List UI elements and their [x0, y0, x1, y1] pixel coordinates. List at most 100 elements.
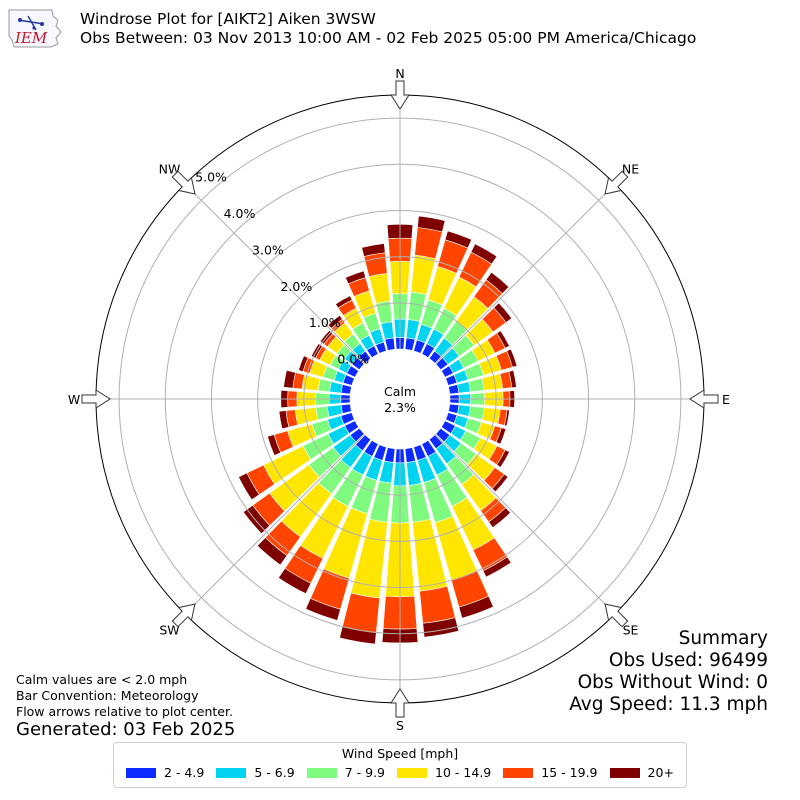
summary-panel: Summary Obs Used: 96499 Obs Without Wind… [569, 628, 768, 716]
flow-arrow-ne [604, 170, 629, 195]
legend-label: 7 - 9.9 [344, 765, 385, 780]
radial-tick-label-5: 5.0% [195, 170, 227, 185]
bar-80-bin-1 [457, 381, 471, 394]
legend-label: 5 - 6.9 [254, 765, 295, 780]
compass-label-w: W [68, 392, 80, 407]
radial-tick-label-4: 4.0% [224, 206, 256, 221]
legend-items: 2 - 4.9 5 - 6.9 7 - 9.9 10 - 14.9 15 - 19.9 2… [114, 761, 686, 780]
bar-40-bin-5 [485, 271, 510, 295]
summary-heading: Summary [678, 628, 768, 649]
bar-80-bin-0 [448, 384, 460, 395]
bar-220-bin-5 [256, 537, 288, 566]
radial-tick-label-1: 1.0% [309, 315, 341, 330]
radial-tick-label-2: 2.0% [280, 279, 312, 294]
title-line-station: Windrose Plot for [AIKT2] Aiken 3WSW [80, 10, 376, 28]
legend-swatch [216, 767, 247, 778]
compass-label-s: S [396, 718, 404, 733]
bar-290-bin-5 [298, 355, 309, 372]
compass-label-n: N [395, 66, 404, 81]
bar-140-bin-5 [488, 507, 511, 528]
bar-250-bin-5 [267, 434, 282, 456]
bar-60-bin-5 [496, 330, 510, 349]
bar-100-bin-0 [448, 403, 460, 414]
compass-label-ne: NE [622, 161, 639, 176]
compass-label-se: SE [623, 623, 639, 638]
bar-150-bin-5 [482, 556, 512, 578]
legend-swatch [503, 767, 534, 778]
bar-10-bin-5 [417, 215, 446, 233]
bar-340-bin-5 [345, 270, 367, 285]
grid-spoke-45 [435, 183, 616, 364]
summary-obs-without-wind: Obs Without Wind: 0 [577, 672, 768, 693]
radial-tick-label-0: 0.0% [337, 352, 369, 367]
legend-label: 15 - 19.9 [541, 765, 598, 780]
radial-tick-label-3: 3.0% [252, 242, 284, 257]
bar-280-bin-5 [283, 369, 296, 389]
flow-arrow-s [390, 688, 410, 718]
compass-label-nw: NW [159, 161, 181, 176]
radial-tick-labels: 0.0% 1.0% 2.0% 3.0% 4.0% 5.0% [195, 170, 369, 367]
legend-label: 2 - 4.9 [164, 765, 205, 780]
calm-percent: 2.3% [384, 400, 416, 415]
radial-grid [96, 95, 704, 703]
calm-circle [350, 349, 450, 449]
bar-10-bin-4 [414, 227, 443, 260]
legend-item: 7 - 9.9 [306, 765, 385, 780]
bar-100-bin-1 [457, 404, 471, 417]
bar-350-bin-0 [384, 337, 396, 351]
bar-200-bin-5 [305, 597, 341, 621]
legend-swatch [397, 767, 428, 778]
flow-arrow-nw [171, 170, 196, 195]
bar-170-bin-5 [422, 617, 460, 638]
legend-item: 5 - 6.9 [216, 765, 295, 780]
generated-date: Generated: 03 Feb 2025 [16, 719, 236, 740]
compass-labels: N NE E SE S SW W NW [68, 66, 730, 733]
bar-260-bin-2 [315, 406, 330, 421]
logo-text: IEM [15, 29, 48, 47]
grid-spoke-225 [184, 434, 365, 615]
bar-350-bin-3 [368, 273, 391, 304]
note-flow-arrows: Flow arrows relative to plot center. [16, 704, 233, 719]
legend-item: 20+ [609, 765, 674, 780]
bar-20-bin-5 [444, 230, 473, 249]
bar-280-bin-1 [329, 381, 343, 394]
grid-spoke-315 [184, 183, 365, 364]
plot-title: Windrose Plot for [AIKT2] Aiken 3WSW Obs… [80, 10, 696, 48]
bar-100-bin-3 [481, 407, 501, 425]
bar-350-bin-5 [361, 243, 386, 257]
legend-item: 15 - 19.9 [503, 765, 598, 780]
bar-260-bin-0 [340, 403, 352, 414]
bar-10-bin-0 [404, 337, 416, 351]
flow-arrow-se [604, 603, 629, 628]
summary-avg-speed: Avg Speed: 11.3 mph [569, 694, 768, 715]
legend-swatch [609, 767, 640, 778]
bar-320-bin-5 [327, 314, 343, 329]
bar-80-bin-5 [508, 369, 517, 388]
legend-label: 20+ [647, 765, 674, 780]
bar-130-bin-5 [491, 473, 509, 493]
bar-80-bin-2 [468, 377, 485, 393]
flow-arrows [81, 80, 719, 718]
bar-30-bin-5 [470, 243, 498, 265]
bar-210-bin-5 [278, 567, 312, 595]
bar-110-bin-5 [495, 427, 507, 445]
bar-170-bin-4 [419, 585, 456, 624]
iem-logo: IEM [6, 6, 64, 50]
flow-arrow-w [81, 389, 111, 409]
legend-title: Wind Speed [mph] [341, 746, 459, 761]
summary-obs-used: Obs Used: 96499 [608, 650, 768, 671]
calm-label: Calm [384, 384, 416, 399]
bar-280-bin-2 [317, 378, 332, 393]
legend-swatch [126, 767, 157, 778]
title-line-period: Obs Between: 03 Nov 2013 10:00 AM - 02 F… [80, 29, 697, 47]
legend-item: 10 - 14.9 [397, 765, 491, 780]
bar-230-bin-5 [242, 504, 271, 535]
bar-120-bin-5 [496, 449, 510, 468]
bar-350-bin-4 [363, 252, 388, 278]
plot-notes: Calm values are < 2.0 mph Bar Convention… [16, 672, 233, 720]
flow-arrow-e [689, 389, 719, 409]
bar-70-bin-5 [506, 348, 518, 368]
note-calm-threshold: Calm values are < 2.0 mph [16, 672, 188, 687]
bar-280-bin-0 [340, 384, 352, 395]
note-bar-convention: Bar Convention: Meteorology [16, 688, 199, 703]
